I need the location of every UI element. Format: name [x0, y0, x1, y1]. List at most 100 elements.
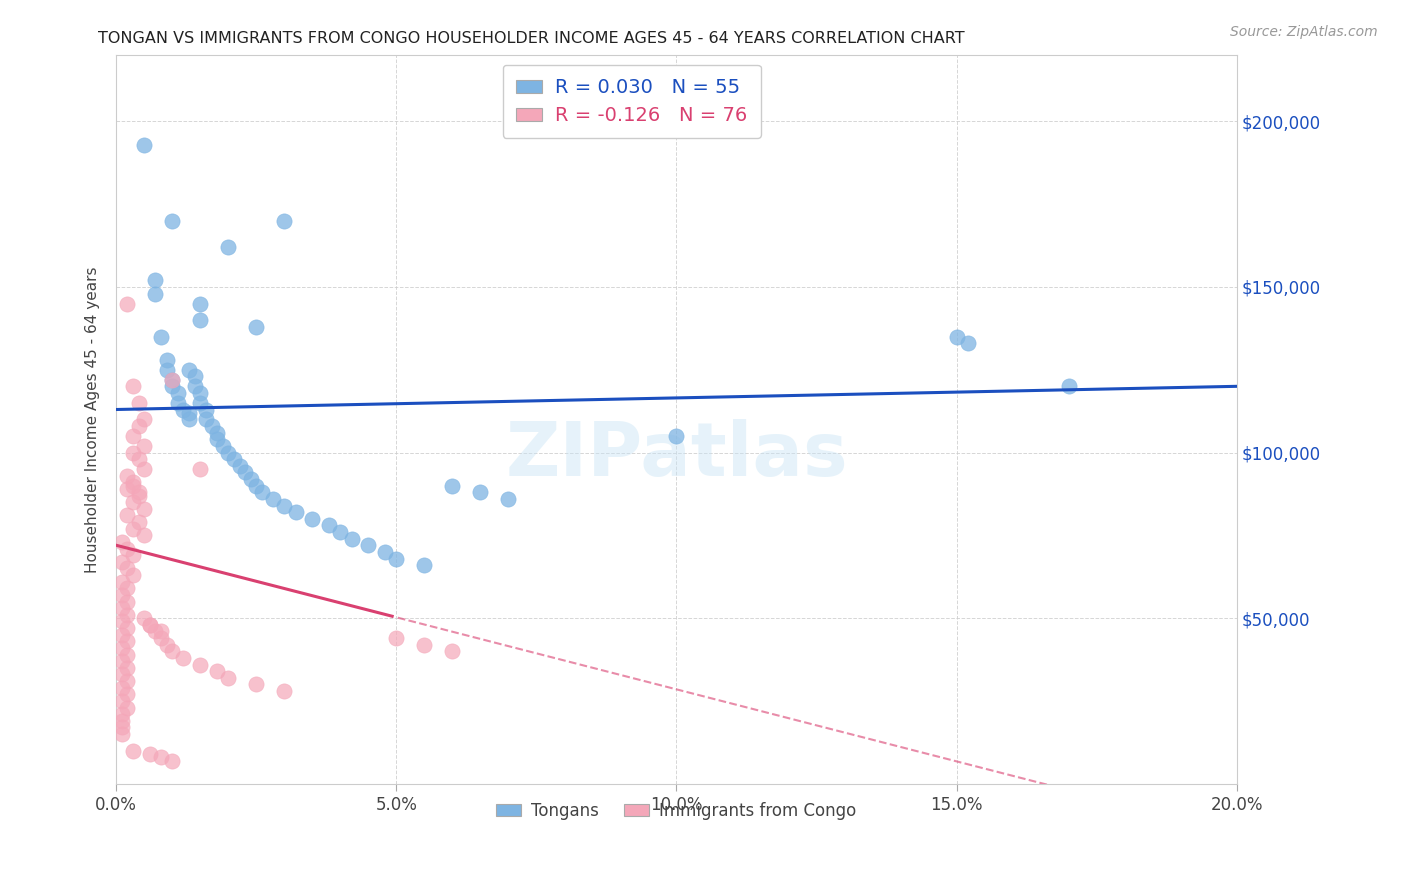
Point: [188, 296, 211, 310]
Point: [150, 631, 173, 645]
Point: [156, 363, 179, 377]
Text: Source: ZipAtlas.com: Source: ZipAtlas.com: [1230, 25, 1378, 39]
Point: [128, 419, 150, 434]
Point: [134, 462, 156, 476]
Point: [188, 386, 211, 401]
Point: [150, 750, 173, 764]
Point: [139, 747, 162, 761]
Point: [145, 286, 167, 301]
Text: TONGAN VS IMMIGRANTS FROM CONGO HOUSEHOLDER INCOME AGES 45 - 64 YEARS CORRELATIO: TONGAN VS IMMIGRANTS FROM CONGO HOUSEHOL…: [98, 31, 965, 46]
Point: [122, 495, 145, 509]
Point: [117, 648, 139, 662]
Point: [217, 445, 239, 459]
Point: [111, 654, 134, 668]
Point: [122, 429, 145, 443]
Point: [128, 515, 150, 529]
Point: [205, 432, 228, 446]
Point: [188, 313, 211, 327]
Point: [413, 558, 436, 573]
Point: [117, 661, 139, 675]
Point: [117, 508, 139, 523]
Point: [122, 522, 145, 536]
Point: [139, 617, 162, 632]
Point: [134, 611, 156, 625]
Point: [162, 754, 184, 768]
Point: [273, 213, 295, 227]
Point: [194, 402, 217, 417]
Point: [194, 412, 217, 426]
Point: [262, 491, 284, 506]
Point: [188, 462, 211, 476]
Point: [156, 638, 179, 652]
Point: [245, 478, 267, 492]
Point: [498, 491, 520, 506]
Point: [134, 501, 156, 516]
Point: [122, 475, 145, 490]
Point: [956, 336, 979, 351]
Point: [250, 485, 273, 500]
Point: [128, 452, 150, 467]
Point: [233, 466, 256, 480]
Point: [340, 532, 363, 546]
Point: [111, 628, 134, 642]
Point: [128, 485, 150, 500]
Point: [134, 412, 156, 426]
Point: [122, 445, 145, 459]
Point: [162, 373, 184, 387]
Point: [117, 296, 139, 310]
Point: [374, 545, 396, 559]
Point: [441, 644, 464, 658]
Point: [211, 439, 233, 453]
Point: [139, 617, 162, 632]
Point: [111, 601, 134, 615]
Point: [228, 458, 250, 473]
Point: [117, 482, 139, 496]
Point: [385, 551, 408, 566]
Point: [217, 671, 239, 685]
Point: [117, 541, 139, 556]
Point: [145, 273, 167, 287]
Point: [111, 640, 134, 655]
Point: [357, 538, 380, 552]
Point: [111, 681, 134, 695]
Point: [117, 468, 139, 483]
Point: [1057, 379, 1080, 393]
Point: [173, 651, 195, 665]
Point: [183, 379, 205, 393]
Point: [117, 634, 139, 648]
Point: [177, 406, 200, 420]
Point: [245, 677, 267, 691]
Point: [111, 555, 134, 569]
Point: [441, 478, 464, 492]
Point: [245, 319, 267, 334]
Point: [134, 439, 156, 453]
Point: [111, 707, 134, 722]
Point: [150, 624, 173, 639]
Point: [162, 644, 184, 658]
Point: [239, 472, 262, 486]
Point: [117, 621, 139, 635]
Point: [117, 594, 139, 608]
Point: [188, 396, 211, 410]
Point: [173, 402, 195, 417]
Point: [183, 369, 205, 384]
Text: ZIPatlas: ZIPatlas: [505, 419, 848, 492]
Point: [128, 489, 150, 503]
Point: [200, 419, 222, 434]
Point: [145, 624, 167, 639]
Point: [273, 684, 295, 698]
Point: [222, 452, 245, 467]
Legend: Tongans, Immigrants from Congo: Tongans, Immigrants from Congo: [489, 795, 863, 826]
Point: [122, 548, 145, 562]
Point: [177, 412, 200, 426]
Point: [162, 373, 184, 387]
Point: [945, 329, 967, 343]
Point: [117, 582, 139, 596]
Point: [162, 379, 184, 393]
Point: [167, 386, 190, 401]
Y-axis label: Householder Income Ages 45 - 64 years: Householder Income Ages 45 - 64 years: [86, 266, 100, 573]
Point: [111, 574, 134, 589]
Point: [122, 743, 145, 757]
Point: [217, 240, 239, 254]
Point: [156, 352, 179, 367]
